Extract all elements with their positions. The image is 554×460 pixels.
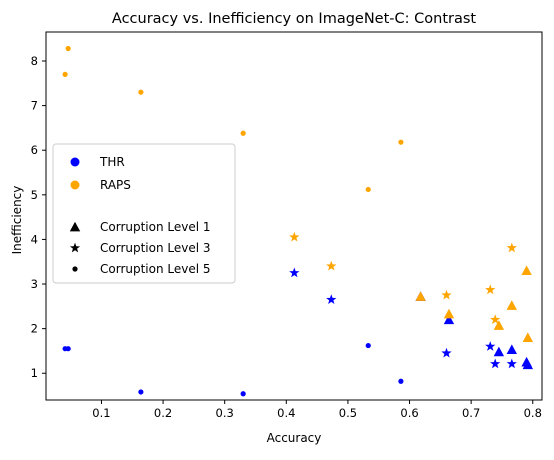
y-axis-label: Inefficiency	[10, 186, 24, 255]
legend-entry-thr-label: THR	[99, 155, 125, 169]
data-point-raps-level-5	[138, 89, 144, 95]
data-point-thr-level-5	[398, 378, 404, 384]
data-point-raps-level-1	[443, 308, 455, 319]
legend-entry-raps-label: RAPS	[100, 178, 131, 192]
y-tick-label: 5	[31, 188, 38, 202]
legend-entry-level-5-marker	[72, 266, 78, 272]
x-tick-label: 0.1	[92, 406, 110, 420]
y-tick-label: 8	[31, 54, 38, 68]
legend-entry-level-1-label: Corruption Level 1	[100, 220, 211, 234]
data-point-raps-level-5	[398, 139, 404, 145]
legend: THR RAPS Corruption Level 1 Corruption Leve…	[52, 143, 236, 284]
chart-title: Accuracy vs. Inefficiency on ImageNet-C:…	[112, 11, 476, 27]
data-point-thr-level-5	[138, 389, 144, 395]
x-tick-label: 0.5	[339, 406, 357, 420]
plot-frame	[45, 31, 543, 401]
y-tick-label: 2	[31, 322, 38, 336]
data-point-thr-level-3	[289, 267, 300, 278]
x-axis-label: Accuracy	[267, 431, 322, 445]
data-point-thr-level-1	[443, 314, 455, 325]
x-tick-label: 0.8	[524, 406, 542, 420]
data-point-raps-level-1	[415, 291, 426, 301]
legend-entry-level-5-label: Corruption Level 5	[100, 262, 211, 276]
data-point-raps-level-5	[65, 45, 71, 52]
data-point-thr-level-1	[522, 359, 534, 370]
legend-entry-level-3-label: Corruption Level 3	[100, 241, 211, 255]
x-tick-label: 0.7	[462, 406, 480, 420]
legend-entry-raps-marker	[70, 180, 80, 190]
data-point-raps-level-3	[485, 284, 496, 295]
data-point-raps-level-3	[326, 260, 337, 271]
data-point-raps-level-3	[506, 242, 517, 253]
data-point-thr-level-1	[493, 346, 505, 357]
data-point-raps-level-1	[522, 332, 534, 342]
y-tick-label: 1	[31, 366, 38, 380]
legend-entry-thr-marker	[70, 157, 80, 167]
data-point-raps-level-5	[240, 130, 246, 136]
data-point-raps-level-3	[289, 231, 300, 242]
data-point-raps-level-3	[490, 314, 501, 325]
x-tick-label: 0.2	[154, 406, 172, 420]
x-tick-label: 0.4	[277, 406, 295, 420]
y-tick-label: 6	[31, 143, 38, 157]
data-point-raps-level-5	[62, 71, 68, 77]
legend-box	[52, 143, 236, 284]
data-point-thr-level-5	[240, 391, 246, 397]
y-tick-label: 7	[31, 99, 38, 113]
data-point-thr-level-3	[490, 358, 501, 369]
legend-entry-level-1-marker	[69, 221, 81, 232]
data-point-raps-level-1	[521, 265, 532, 276]
data-point-thr-level-5	[365, 342, 371, 349]
y-tick-label: 3	[31, 277, 38, 291]
data-point-thr-level-1	[506, 344, 518, 355]
data-point-thr-level-3	[441, 347, 452, 358]
data-point-thr-level-5	[65, 346, 71, 352]
data-point-raps-level-1	[506, 300, 518, 310]
data-point-raps-level-5	[365, 186, 371, 193]
data-point-thr-level-3	[506, 358, 517, 369]
data-point-thr-level-3	[326, 294, 337, 305]
data-point-raps-level-3	[441, 289, 452, 300]
legend-entry-level-3-marker	[69, 242, 81, 253]
y-tick-label: 4	[31, 232, 38, 246]
x-tick-label: 0.3	[216, 406, 234, 420]
x-tick-label: 0.6	[400, 406, 418, 420]
data-point-raps-level-1	[493, 320, 505, 330]
data-point-thr-level-3	[485, 341, 496, 351]
